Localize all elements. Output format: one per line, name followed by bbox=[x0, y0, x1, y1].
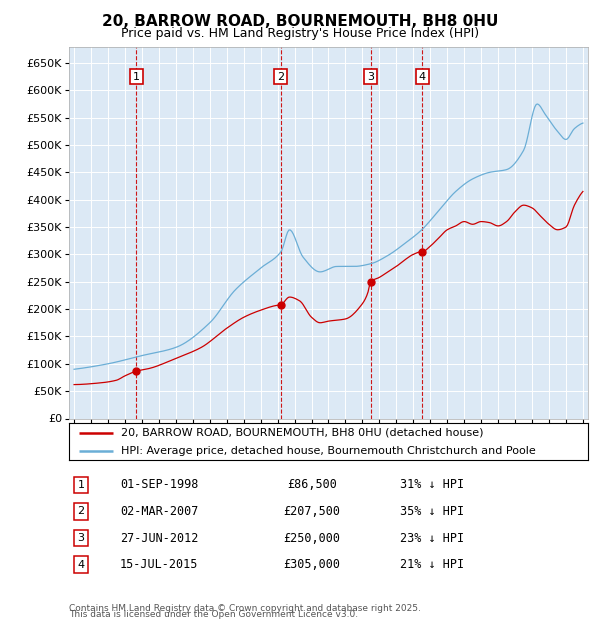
Text: 3: 3 bbox=[77, 533, 85, 543]
Text: 02-MAR-2007: 02-MAR-2007 bbox=[120, 505, 198, 518]
Text: 23% ↓ HPI: 23% ↓ HPI bbox=[400, 532, 464, 544]
Text: 20, BARROW ROAD, BOURNEMOUTH, BH8 0HU: 20, BARROW ROAD, BOURNEMOUTH, BH8 0HU bbox=[102, 14, 498, 29]
Text: £305,000: £305,000 bbox=[284, 559, 341, 571]
Text: £207,500: £207,500 bbox=[284, 505, 341, 518]
Text: 35% ↓ HPI: 35% ↓ HPI bbox=[400, 505, 464, 518]
Text: 3: 3 bbox=[367, 71, 374, 82]
Text: 01-SEP-1998: 01-SEP-1998 bbox=[120, 479, 198, 491]
Text: £86,500: £86,500 bbox=[287, 479, 337, 491]
Text: This data is licensed under the Open Government Licence v3.0.: This data is licensed under the Open Gov… bbox=[69, 609, 358, 619]
Text: HPI: Average price, detached house, Bournemouth Christchurch and Poole: HPI: Average price, detached house, Bour… bbox=[121, 446, 536, 456]
Text: 1: 1 bbox=[133, 71, 140, 82]
Text: 2: 2 bbox=[277, 71, 284, 82]
Text: 31% ↓ HPI: 31% ↓ HPI bbox=[400, 479, 464, 491]
Text: Contains HM Land Registry data © Crown copyright and database right 2025.: Contains HM Land Registry data © Crown c… bbox=[69, 603, 421, 613]
Text: 4: 4 bbox=[77, 560, 85, 570]
Text: 20, BARROW ROAD, BOURNEMOUTH, BH8 0HU (detached house): 20, BARROW ROAD, BOURNEMOUTH, BH8 0HU (d… bbox=[121, 428, 484, 438]
Text: 4: 4 bbox=[419, 71, 426, 82]
Text: 2: 2 bbox=[77, 507, 85, 516]
Text: £250,000: £250,000 bbox=[284, 532, 341, 544]
Text: 1: 1 bbox=[77, 480, 85, 490]
Text: 15-JUL-2015: 15-JUL-2015 bbox=[120, 559, 198, 571]
Text: 21% ↓ HPI: 21% ↓ HPI bbox=[400, 559, 464, 571]
Text: 27-JUN-2012: 27-JUN-2012 bbox=[120, 532, 198, 544]
Text: Price paid vs. HM Land Registry's House Price Index (HPI): Price paid vs. HM Land Registry's House … bbox=[121, 27, 479, 40]
